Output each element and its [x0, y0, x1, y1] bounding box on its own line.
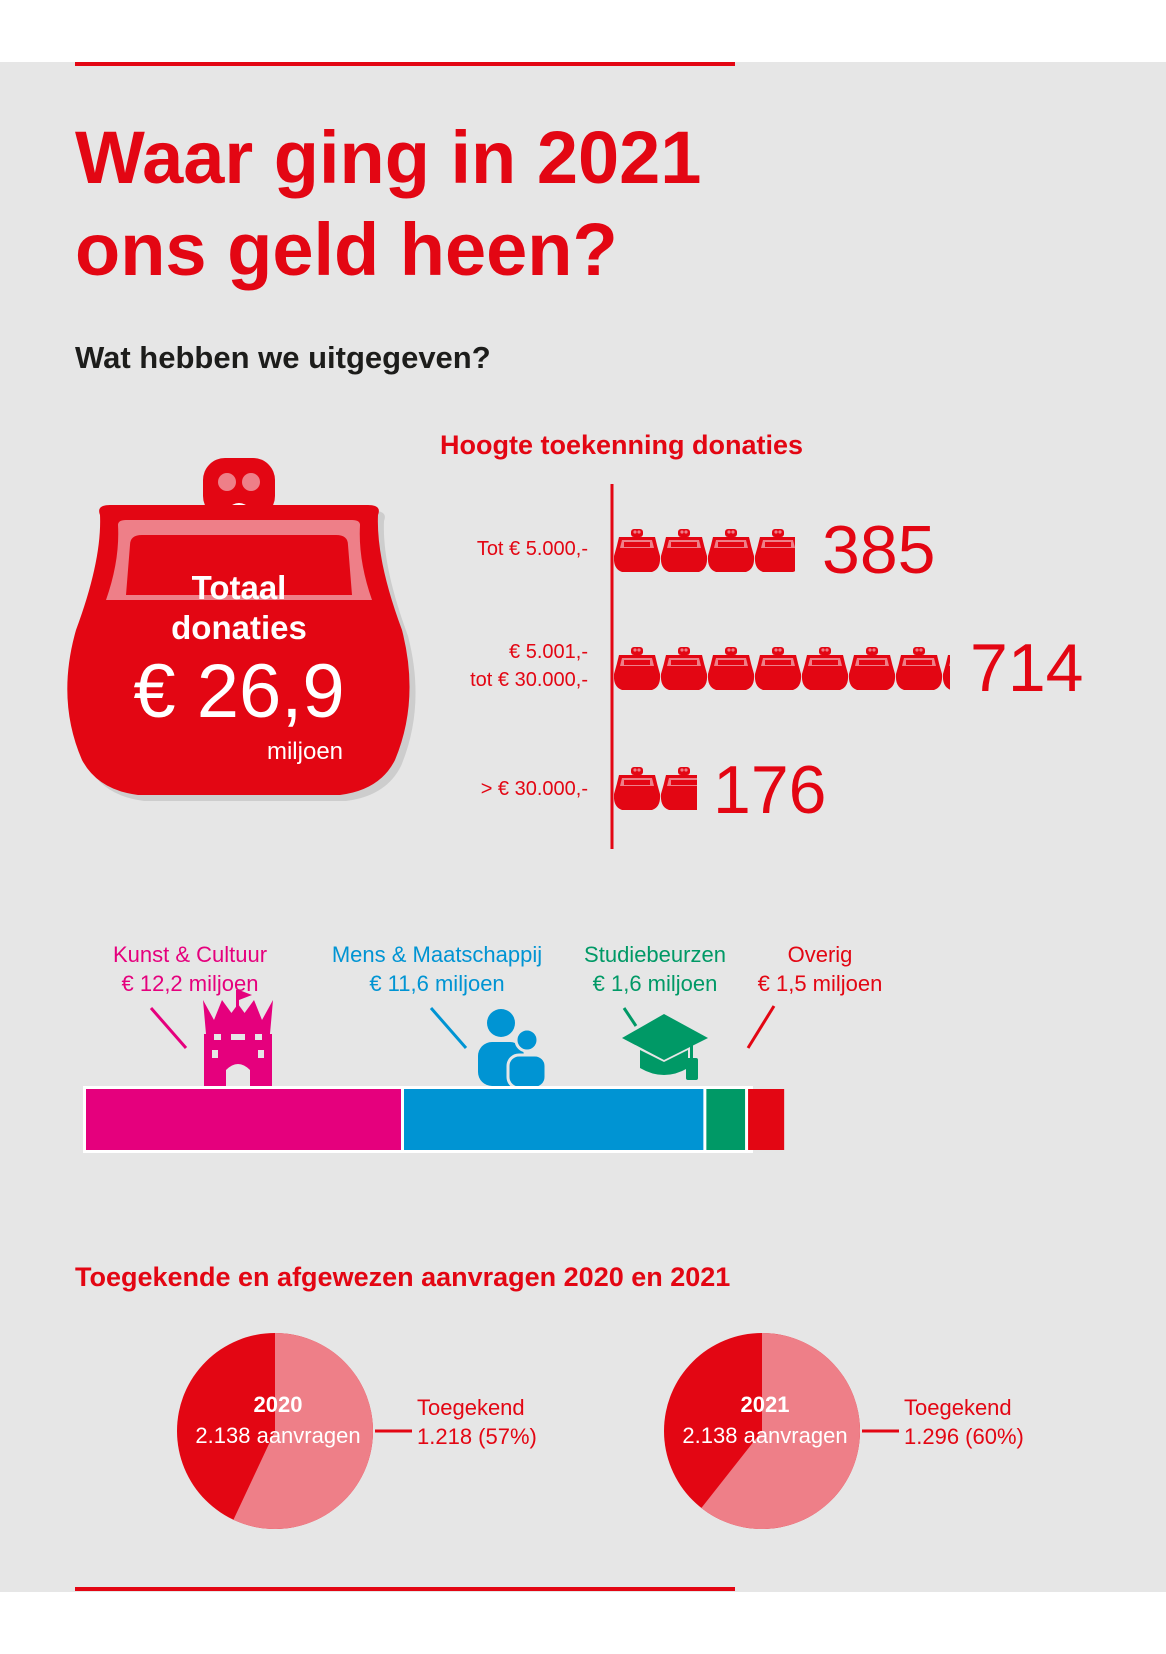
pie-2021-legend-value: 1.296 (60%): [904, 1424, 1024, 1449]
page-subtitle: Wat hebben we uitgegeven?: [75, 340, 491, 375]
size-label-1: Tot € 5.000,-: [380, 535, 588, 563]
size-label-1-line: Tot € 5.000,-: [476, 538, 588, 560]
castle-icon: [203, 990, 273, 1086]
page-title: Waar ging in 2021 ons geld heen?: [75, 112, 775, 296]
category-label-kunst: Kunst & Cultuur € 12,2 miljoen: [95, 940, 285, 998]
pie-2021-legend-label: Toegekend: [904, 1395, 1012, 1420]
category-name-overig: Overig: [787, 942, 853, 967]
category-label-studie: Studiebeurzen € 1,6 miljoen: [570, 940, 740, 998]
mini-purse-icon: [614, 647, 661, 690]
donation-size-bar-1: [614, 529, 795, 572]
title-line-2: ons geld heen?: [75, 208, 618, 291]
pie-2020-legend: Toegekend 1.218 (57%): [417, 1393, 537, 1451]
pie-2021-legend: Toegekend 1.296 (60%): [904, 1393, 1024, 1451]
applications-chart-title: Toegekende en afgewezen aanvragen 2020 e…: [75, 1262, 731, 1292]
content-panel: [0, 62, 1166, 1592]
stacked-bar: [86, 1089, 785, 1150]
total-unit: miljoen: [266, 738, 344, 765]
pie-2020-total: 2.138 aanvragen: [195, 1423, 361, 1448]
connector-kunst: [149, 1007, 188, 1049]
graduation-cap-icon: [622, 1014, 708, 1080]
size-label-3: > € 30.000,-: [380, 775, 588, 803]
pie-2020-granted-slice: [233, 1333, 374, 1529]
mini-purse-icon: [942, 655, 950, 690]
mini-purse-icon: [754, 647, 802, 690]
top-rule: [75, 62, 735, 66]
stacked-bar-segment-1: [86, 1089, 401, 1150]
donation-size-bar-3: [614, 767, 697, 810]
total-label: Totaal donaties: [120, 568, 358, 648]
category-name-kunst: Kunst & Cultuur: [112, 942, 268, 967]
category-value-studie: € 1,6 miljoen: [592, 971, 718, 996]
connector-studie: [622, 1007, 638, 1027]
mini-purse-icon: [707, 529, 755, 572]
category-value-mens: € 11,6 miljoen: [369, 971, 505, 996]
mini-purse-icon: [895, 647, 943, 690]
category-name-mens: Mens & Maatschappij: [331, 942, 543, 967]
size-label-2-line-1: € 5.001,-: [509, 641, 588, 663]
stacked-bar-segment-4: [748, 1089, 785, 1150]
category-name-studie: Studiebeurzen: [584, 942, 726, 967]
category-value-overig: € 1,5 miljoen: [757, 971, 883, 996]
mini-purse-icon: [707, 647, 755, 690]
pie-2021-year: 2021: [740, 1392, 790, 1417]
total-value: € 26,9: [133, 649, 345, 734]
mini-purse-icon: [660, 647, 708, 690]
bottom-rule: [75, 1587, 735, 1591]
mini-purse-icon: [614, 529, 661, 572]
mini-purse-icon: [614, 767, 661, 810]
size-value-1: 385: [822, 512, 936, 588]
stacked-bar-segment-2: [404, 1089, 704, 1150]
size-label-2-line-2: tot € 30.000,-: [470, 669, 588, 691]
size-label-3-line: > € 30.000,-: [480, 778, 588, 800]
size-value-3: 176: [713, 752, 827, 828]
mini-purse-icon: [660, 529, 708, 572]
size-value-2: 714: [970, 630, 1084, 706]
pie-2020-year: 2020: [253, 1392, 303, 1417]
category-value-kunst: € 12,2 miljoen: [121, 971, 259, 996]
pie-2021-text: 2021 2.138 aanvragen: [665, 1389, 865, 1451]
pie-2020-legend-value: 1.218 (57%): [417, 1424, 537, 1449]
donation-size-bars: [614, 529, 950, 810]
category-label-overig: Overig € 1,5 miljoen: [740, 940, 900, 998]
pies-group: [177, 1333, 861, 1529]
mini-purse-icon: [848, 647, 896, 690]
pie-2020-text: 2020 2.138 aanvragen: [178, 1389, 378, 1451]
size-label-2: € 5.001,- tot € 30.000,-: [380, 638, 588, 694]
donation-size-chart-title: Hoogte toekenning donaties: [440, 430, 804, 460]
title-line-1: Waar ging in 2021: [75, 116, 702, 199]
connector-mens: [429, 1007, 468, 1049]
pie-2021-total: 2.138 aanvragen: [682, 1423, 848, 1448]
connector-overig: [746, 1005, 776, 1049]
total-label-line-2: donaties: [171, 609, 307, 646]
mini-purse-icon: [754, 529, 795, 572]
pie-2021-granted-slice: [701, 1333, 861, 1529]
mini-purse-icon: [660, 767, 697, 810]
mini-purse-icon: [801, 647, 849, 690]
total-label-line-1: Totaal: [191, 569, 287, 606]
stacked-bar-segment-3: [706, 1089, 746, 1150]
pie-2020-legend-label: Toegekend: [417, 1395, 525, 1420]
donation-size-bar-2: [614, 647, 950, 690]
category-label-mens: Mens & Maatschappij € 11,6 miljoen: [312, 940, 562, 998]
